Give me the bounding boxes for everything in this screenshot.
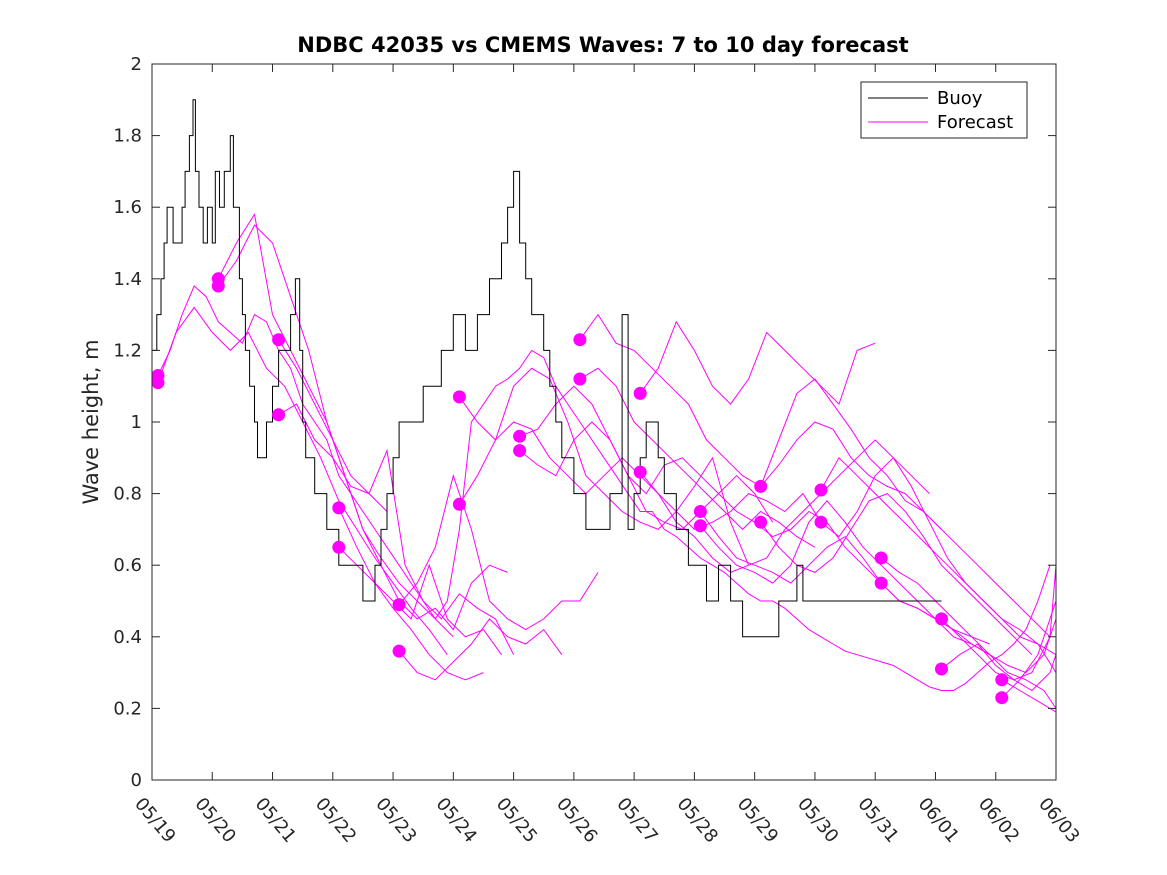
x-tick-label: 06/01 xyxy=(914,794,963,847)
forecast-line xyxy=(820,456,1056,656)
x-tick-label: 05/30 xyxy=(793,794,842,847)
x-tick-label: 05/31 xyxy=(853,794,902,847)
forecast-line xyxy=(700,500,990,656)
y-axis-label: Wave height, m xyxy=(79,339,103,504)
forecast-marker xyxy=(573,333,587,347)
forecast-line xyxy=(1001,679,1056,713)
forecast-line xyxy=(519,421,774,530)
x-axis: 05/19 05/20 05/21 05/22 05/23 05/24 05/25 05/26… xyxy=(130,64,1084,847)
forecast-line xyxy=(1001,600,1056,699)
x-tick-label: 05/22 xyxy=(311,794,360,847)
forecast-line xyxy=(579,367,816,548)
forecast-line xyxy=(760,378,1051,638)
y-tick-label: 1.4 xyxy=(113,269,142,290)
x-tick-label: 05/29 xyxy=(733,794,782,847)
forecast-marker xyxy=(693,505,707,518)
forecast-marker xyxy=(633,465,647,479)
forecast-marker xyxy=(513,444,527,458)
forecast-marker xyxy=(332,540,346,554)
forecast-marker xyxy=(211,279,225,293)
forecast-line xyxy=(458,367,750,566)
forecast-marker xyxy=(452,390,466,404)
x-tick-label: 05/28 xyxy=(673,794,722,847)
forecast-marker xyxy=(152,376,165,390)
y-tick-label: 0.8 xyxy=(113,484,142,505)
legend-box xyxy=(860,81,1028,139)
y-tick-label: 1.6 xyxy=(113,197,142,218)
y-tick-label: 0 xyxy=(131,770,142,791)
x-tick-label: 06/03 xyxy=(1034,794,1083,847)
forecast-marker xyxy=(452,497,466,511)
y-tick-label: 2 xyxy=(131,54,142,75)
forecast-marker xyxy=(995,673,1009,687)
legend-forecast-label: Forecast xyxy=(937,112,1013,133)
forecast-marker xyxy=(573,372,587,386)
forecast-line xyxy=(880,582,1056,709)
buoy-line xyxy=(152,99,942,638)
x-tick-label: 05/27 xyxy=(612,794,661,847)
x-tick-label: 05/23 xyxy=(371,794,420,847)
y-tick-label: 1 xyxy=(131,412,142,433)
x-tick-label: 06/02 xyxy=(974,794,1023,847)
forecast-marker xyxy=(754,479,768,493)
forecast-marker xyxy=(332,501,346,515)
forecast-marker xyxy=(814,515,828,529)
forecast-marker xyxy=(874,551,888,565)
forecast-line xyxy=(880,557,1056,674)
y-tick-label: 0.4 xyxy=(113,627,142,648)
y-tick-label: 1.8 xyxy=(113,126,142,147)
legend-buoy-label: Buoy xyxy=(937,88,983,109)
forecast-marker xyxy=(935,612,948,626)
x-tick-label: 05/19 xyxy=(130,794,179,847)
forecast-line xyxy=(941,565,1056,681)
forecast-line xyxy=(278,339,515,655)
forecast-marker xyxy=(754,515,768,529)
forecast-line xyxy=(639,439,930,573)
forecast-line xyxy=(278,403,388,512)
forecast-marker xyxy=(272,333,286,347)
forecast-marker xyxy=(874,576,888,590)
forecast-line xyxy=(338,507,502,655)
forecast-marker xyxy=(392,598,406,612)
forecast-marker xyxy=(935,662,948,676)
series-layer xyxy=(152,99,1056,713)
forecast-marker xyxy=(272,408,286,422)
y-axis: 0 0.2 0.4 0.6 0.8 1 1.2 1.4 1.6 1.8 2 xyxy=(113,54,1056,791)
forecast-marker xyxy=(392,644,406,658)
forecast-marker xyxy=(633,386,647,400)
x-tick-label: 05/26 xyxy=(552,794,601,847)
forecast-line xyxy=(398,618,563,681)
x-tick-label: 05/20 xyxy=(190,794,239,847)
forecast-line xyxy=(217,224,454,638)
plot-area-frame xyxy=(151,63,1057,781)
forecast-marker xyxy=(814,483,828,497)
forecast-marker xyxy=(995,691,1009,705)
x-tick-label: 05/24 xyxy=(432,794,481,847)
legend: Buoy Forecast xyxy=(860,81,1028,139)
forecast-line xyxy=(157,285,1051,691)
forecast-marker xyxy=(513,429,527,443)
forecast-line xyxy=(760,493,1033,656)
chart-title: NDBC 42035 vs CMEMS Waves: 7 to 10 day f… xyxy=(297,33,908,57)
forecast-line xyxy=(820,457,1056,673)
y-tick-label: 1.2 xyxy=(113,340,142,361)
forecast-line xyxy=(398,473,599,631)
forecast-line xyxy=(639,320,876,406)
x-tick-label: 05/21 xyxy=(251,794,300,847)
y-tick-label: 0.2 xyxy=(113,698,142,719)
x-tick-label: 05/25 xyxy=(492,794,541,847)
forecast-marker xyxy=(693,519,707,533)
y-tick-label: 0.6 xyxy=(113,555,142,576)
